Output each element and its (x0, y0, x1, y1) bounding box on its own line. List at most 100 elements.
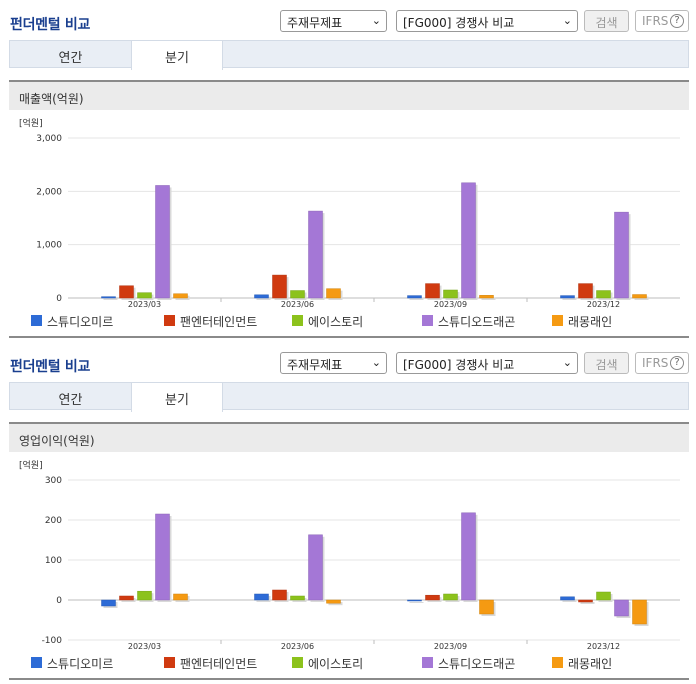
legend-label: 에이스토리 (308, 315, 364, 329)
bar-에이스토리 (137, 590, 152, 601)
bar-스튜디오드래곤 (614, 211, 629, 299)
bar-래몽래인 (173, 593, 188, 601)
chevron-down-icon: ⌄ (371, 356, 381, 369)
legend-swatch (552, 315, 563, 326)
x-tick-label: 2023/03 (128, 300, 161, 309)
operating-income-panel: 펀더멘털 비교 주재무제표 ⌄ [FG000] 경쟁사 비교 ⌄ 검색 IFRS… (0, 342, 696, 684)
metric-header: 매출액(억원) (9, 80, 689, 110)
statement-select-value: 주재무제표 (287, 358, 343, 372)
tab-annual[interactable]: 연간 (58, 393, 83, 408)
y-tick-label: 1,000 (36, 241, 62, 251)
bar-스튜디오드래곤 (461, 512, 476, 601)
legend-swatch (31, 657, 42, 668)
bar-팬엔터테인먼트 (272, 274, 287, 299)
chart-legend: 스튜디오미르 팬엔터테인먼트 에이스토리 스튜디오드래곤 래몽래인 (9, 312, 689, 332)
operating-income-chart: [억원] -100 0 100 200 300 2023/03 2023/06 2023/09 2… (19, 459, 680, 651)
panel-header: 펀더멘털 비교 주재무제표 ⌄ [FG000] 경쟁사 비교 ⌄ 검색 IFRS… (0, 342, 696, 382)
bar-shadow (409, 297, 424, 300)
bar-shadow (634, 296, 649, 300)
legend-label: 스튜디오미르 (47, 657, 114, 671)
bar-팬엔터테인먼트 (119, 595, 134, 601)
y-tick-label: -100 (42, 636, 63, 646)
bar-스튜디오미르 (254, 593, 269, 601)
x-tick-label: 2023/09 (434, 300, 467, 309)
legend-label: 래몽래인 (568, 315, 613, 329)
bar-에이스토리 (443, 289, 458, 299)
ifrs-button[interactable]: IFRS ? (635, 10, 689, 32)
y-tick-label: 3,000 (36, 134, 62, 144)
bar-래몽래인 (326, 599, 341, 604)
peer-group-select[interactable]: [FG000] 경쟁사 비교 ⌄ (396, 10, 578, 32)
legend-label: 팬엔터테인먼트 (180, 315, 258, 329)
bar-스튜디오드래곤 (461, 182, 476, 299)
legend-swatch (292, 657, 303, 668)
bar-shadow (256, 296, 271, 300)
legend-swatch (292, 315, 303, 326)
bar-에이스토리 (596, 290, 611, 299)
legend-label: 래몽래인 (568, 657, 613, 671)
tab-quarterly[interactable]: 분기 (131, 41, 223, 70)
x-tick-label: 2023/03 (128, 642, 161, 651)
chevron-down-icon: ⌄ (371, 14, 381, 27)
ifrs-button[interactable]: IFRS ? (635, 352, 689, 374)
y-tick-label: 100 (45, 556, 62, 566)
panel-title: 펀더멘털 비교 (10, 17, 91, 33)
bar-스튜디오미르 (101, 296, 116, 299)
legend-swatch (422, 315, 433, 326)
peer-group-select-value: [FG000] 경쟁사 비교 (403, 358, 515, 372)
search-button[interactable]: 검색 (584, 352, 629, 374)
bar-에이스토리 (137, 292, 152, 299)
chart-legend: 스튜디오미르 팬엔터테인먼트 에이스토리 스튜디오드래곤 래몽래인 (9, 654, 689, 674)
bar-스튜디오미르 (560, 596, 575, 601)
revenue-chart: [억원] 0 1,000 2,000 3,000 2023/03 2023/06 2023/0… (19, 117, 680, 309)
bar-스튜디오미르 (101, 599, 116, 607)
x-tick-label: 2023/09 (434, 642, 467, 651)
statement-select-value: 주재무제표 (287, 16, 343, 30)
period-tabs: 연간 분기 (9, 40, 689, 70)
help-icon: ? (670, 14, 684, 28)
bar-스튜디오드래곤 (614, 599, 629, 617)
revenue-panel: 펀더멘털 비교 주재무제표 ⌄ [FG000] 경쟁사 비교 ⌄ 검색 IFRS… (9, 10, 689, 338)
period-tabs: 연간 분기 (9, 382, 689, 412)
bar-스튜디오드래곤 (308, 210, 323, 299)
chevron-down-icon: ⌄ (562, 356, 572, 369)
peer-group-select[interactable]: [FG000] 경쟁사 비교 ⌄ (396, 352, 578, 374)
bar-팬엔터테인먼트 (119, 285, 134, 299)
bar-팬엔터테인먼트 (425, 283, 440, 299)
bar-에이스토리 (290, 595, 305, 601)
y-tick-label: 0 (56, 596, 62, 606)
tab-annual[interactable]: 연간 (58, 51, 83, 66)
legend-label: 에이스토리 (308, 657, 364, 671)
bar-스튜디오미르 (407, 599, 422, 602)
metric-header: 영업이익(억원) (9, 422, 689, 452)
bar-팬엔터테인먼트 (578, 599, 593, 603)
bar-래몽래인 (326, 288, 341, 299)
legend-swatch (164, 315, 175, 326)
panel-divider (9, 336, 689, 338)
legend-swatch (422, 657, 433, 668)
bar-스튜디오미르 (560, 295, 575, 299)
bar-에이스토리 (596, 591, 611, 601)
x-tick-label: 2023/06 (281, 300, 314, 309)
y-tick-label: 300 (45, 476, 62, 486)
bar-shadow (103, 298, 118, 300)
bar-스튜디오미르 (407, 295, 422, 299)
bar-에이스토리 (290, 290, 305, 299)
bar-shadow (481, 297, 496, 300)
bar-shadow (562, 297, 577, 300)
statement-select[interactable]: 주재무제표 ⌄ (280, 352, 387, 374)
tab-quarterly[interactable]: 분기 (131, 383, 223, 412)
bar-팬엔터테인먼트 (578, 283, 593, 299)
help-icon: ? (670, 356, 684, 370)
y-tick-label: 0 (56, 294, 62, 304)
legend-swatch (31, 315, 42, 326)
ifrs-label: IFRS (642, 14, 669, 28)
bar-에이스토리 (443, 593, 458, 601)
x-tick-label: 2023/06 (281, 642, 314, 651)
y-unit-label: [억원] (19, 459, 43, 471)
bar-shadow (409, 602, 424, 603)
bar-래몽래인 (173, 293, 188, 299)
statement-select[interactable]: 주재무제표 ⌄ (280, 10, 387, 32)
search-button[interactable]: 검색 (584, 10, 629, 32)
bar-팬엔터테인먼트 (425, 594, 440, 601)
